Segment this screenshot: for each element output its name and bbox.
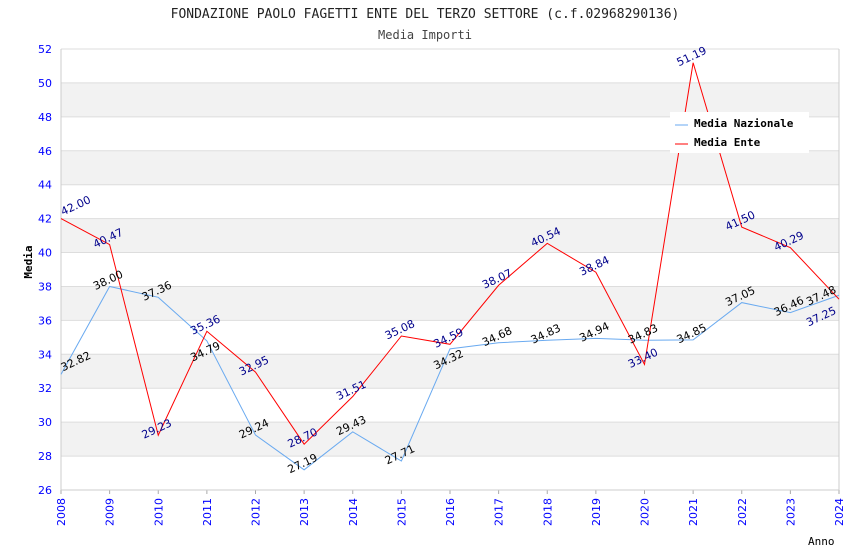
data-label: 34.85 (675, 321, 709, 346)
data-label: 34.59 (431, 326, 465, 351)
x-axis-label: Anno (808, 535, 835, 548)
legend-label-ente: Media Ente (694, 136, 761, 149)
y-tick-label: 28 (38, 450, 52, 463)
chart-subtitle: Media Importi (378, 28, 472, 42)
y-tick-label: 50 (38, 77, 52, 90)
legend-label-nazionale: Media Nazionale (694, 117, 794, 130)
y-tick-label: 52 (38, 43, 52, 56)
x-tick-label: 2010 (152, 498, 165, 526)
x-tick-label: 2008 (55, 498, 68, 526)
x-tick-label: 2015 (395, 498, 408, 526)
x-tick-label: 2014 (347, 498, 360, 526)
y-tick-label: 44 (38, 179, 52, 192)
x-tick-label: 2018 (541, 498, 554, 526)
x-tick-label: 2011 (201, 498, 214, 526)
series-line-nazionale (60, 285, 840, 471)
y-tick-label: 40 (38, 247, 52, 260)
grid-band (61, 354, 839, 389)
y-tick-label: 42 (38, 213, 52, 226)
x-tick-label: 2023 (784, 498, 797, 526)
data-label: 34.68 (480, 324, 514, 349)
y-tick-label: 34 (38, 348, 52, 361)
grid-band (61, 422, 839, 457)
legend: Media Nazionale Media Ente (670, 112, 809, 153)
x-tick-label: 2019 (590, 498, 603, 526)
grid-band (61, 218, 839, 253)
chart-title: FONDAZIONE PAOLO FAGETTI ENTE DEL TERZO … (171, 7, 680, 22)
data-label: 51.19 (675, 44, 709, 69)
y-tick-label: 48 (38, 111, 52, 124)
x-tick-label: 2020 (639, 498, 652, 526)
data-label: 38.84 (577, 253, 611, 278)
data-label: 34.83 (529, 322, 563, 347)
y-tick-label: 36 (38, 314, 52, 327)
y-tick-label: 26 (38, 484, 52, 497)
x-tick-label: 2017 (493, 498, 506, 526)
legend-box (670, 112, 809, 153)
grid-band (61, 286, 839, 321)
y-tick-label: 30 (38, 416, 52, 429)
data-label: 34.83 (626, 322, 660, 347)
y-axis-label: Media (22, 245, 35, 278)
x-tick-label: 2024 (833, 498, 846, 526)
data-label: 34.94 (577, 320, 611, 345)
y-tick-label: 38 (38, 280, 52, 293)
x-tick-label: 2021 (687, 498, 700, 526)
x-tick-label: 2012 (250, 498, 263, 526)
y-tick-label: 32 (38, 382, 52, 395)
grid-band (61, 82, 839, 117)
x-tick-label: 2009 (104, 498, 117, 526)
x-tick-label: 2013 (298, 498, 311, 526)
x-tick-label: 2022 (736, 498, 749, 526)
x-tick-label: 2016 (444, 498, 457, 526)
y-tick-label: 46 (38, 145, 52, 158)
grid-band (61, 150, 839, 185)
data-label: 42.00 (59, 193, 93, 218)
